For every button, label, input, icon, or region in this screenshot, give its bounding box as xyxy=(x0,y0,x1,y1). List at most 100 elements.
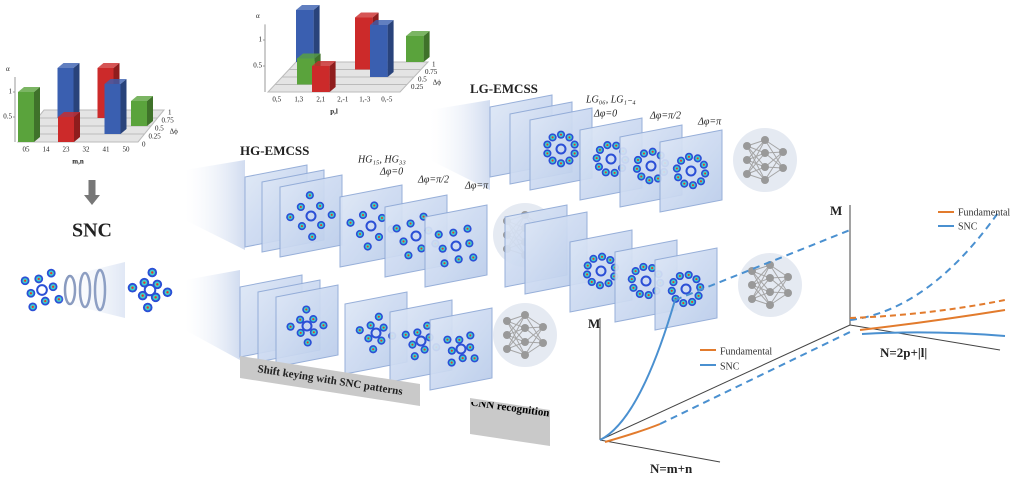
lobe-peak xyxy=(606,144,609,147)
lobe-peak xyxy=(677,176,680,179)
bar xyxy=(131,101,147,126)
center xyxy=(415,335,427,347)
lobe-peak xyxy=(423,348,426,351)
hg-phase: Δφ=0 xyxy=(379,166,403,177)
lobe-peak xyxy=(320,224,323,227)
lobe-peak xyxy=(458,338,461,341)
lobe-peak xyxy=(675,167,678,170)
lobe-peak xyxy=(377,315,380,318)
center xyxy=(370,327,382,339)
lobe-peak xyxy=(472,256,475,259)
z-tick-label: 0.5 xyxy=(418,76,427,84)
center xyxy=(301,320,313,332)
lobe-peak xyxy=(141,294,144,297)
lobe-peak xyxy=(437,233,440,236)
banner xyxy=(470,398,550,446)
bar xyxy=(406,36,424,62)
fundamental-curve xyxy=(604,423,661,443)
net-node xyxy=(521,324,529,332)
net-node xyxy=(766,288,774,296)
z-tick-label: 0.25 xyxy=(149,133,162,141)
axis-label: N=m+n xyxy=(650,461,693,476)
axis-label: α xyxy=(256,12,260,20)
lobe-peak xyxy=(670,289,673,292)
lobe-peak xyxy=(634,270,637,273)
lobe-peak xyxy=(642,265,645,268)
lobe-peak xyxy=(402,240,405,243)
lobe-peak xyxy=(57,298,60,301)
axis-label: M xyxy=(830,203,842,218)
x-tick-label: 14 xyxy=(43,146,51,154)
lobe-peak xyxy=(469,346,472,349)
lobe-peak xyxy=(469,334,472,337)
lobe-peak xyxy=(446,338,449,341)
mode-pattern xyxy=(355,312,397,354)
bar xyxy=(18,92,34,142)
lobe-peak xyxy=(691,300,694,303)
x-tick-label: 0,-5 xyxy=(381,96,393,104)
fundamental-curve xyxy=(859,309,1006,331)
lobe-peak xyxy=(330,213,333,216)
z-tick-label: 0.75 xyxy=(162,117,175,125)
net-edge xyxy=(524,326,544,356)
bar-top xyxy=(131,96,153,101)
bar-side xyxy=(387,20,394,77)
center xyxy=(305,210,317,222)
background-layer xyxy=(16,61,802,391)
net-edge xyxy=(506,327,526,350)
net-edge xyxy=(746,152,766,175)
lobe-peak xyxy=(642,152,646,155)
lobe-peak xyxy=(559,133,563,136)
lobe-peak xyxy=(457,258,460,261)
bar-top xyxy=(97,63,120,68)
fundamental-curve xyxy=(849,299,1006,319)
net-node xyxy=(743,156,751,164)
bar-top xyxy=(58,112,80,117)
lobe-peak xyxy=(31,305,34,308)
axis-label: α xyxy=(6,65,10,73)
lobe-peak xyxy=(702,163,705,166)
lobe-peak xyxy=(50,272,53,275)
lobe-peak xyxy=(422,215,425,218)
lobe-peak xyxy=(166,291,169,294)
snc-curve xyxy=(861,331,1006,337)
plate xyxy=(275,284,339,368)
net-node xyxy=(779,148,787,156)
mode-pattern xyxy=(672,152,710,190)
bar-side xyxy=(329,61,336,92)
lobe-peak xyxy=(699,286,702,289)
center xyxy=(365,220,377,232)
lobe-peak xyxy=(361,213,365,217)
center xyxy=(680,283,692,295)
mode-pattern xyxy=(443,331,479,367)
z-tick-label: 0.25 xyxy=(411,83,424,91)
net-node xyxy=(748,295,756,303)
lobe-peak xyxy=(604,171,607,174)
x-tick-label: 2,1 xyxy=(316,96,325,104)
lobe-peak xyxy=(416,331,419,334)
x-tick-label: 41 xyxy=(103,146,111,154)
lobe-peak xyxy=(450,349,453,352)
lobe-peak xyxy=(312,318,315,321)
lobe-peak xyxy=(452,231,455,234)
lobe-peak xyxy=(635,167,638,170)
bar xyxy=(296,10,314,62)
legend-label: Fundamental xyxy=(720,346,772,357)
lobe-peak xyxy=(595,157,598,160)
lobe-peak xyxy=(443,262,446,265)
lobe-peak xyxy=(308,194,311,197)
lobe-peak xyxy=(358,232,362,236)
x-tick-label: 05 xyxy=(23,146,31,154)
lobe-peak xyxy=(349,221,352,224)
lobe-peak xyxy=(638,292,641,295)
net-edge xyxy=(746,139,766,161)
net-edge xyxy=(769,276,789,306)
lobe-peak xyxy=(586,264,589,267)
x-tick-label: 1,3 xyxy=(294,96,303,104)
net-node xyxy=(748,281,756,289)
banner xyxy=(240,356,420,406)
lobe-peak xyxy=(358,329,361,332)
lobe-peak xyxy=(366,245,369,248)
beam xyxy=(185,270,240,360)
